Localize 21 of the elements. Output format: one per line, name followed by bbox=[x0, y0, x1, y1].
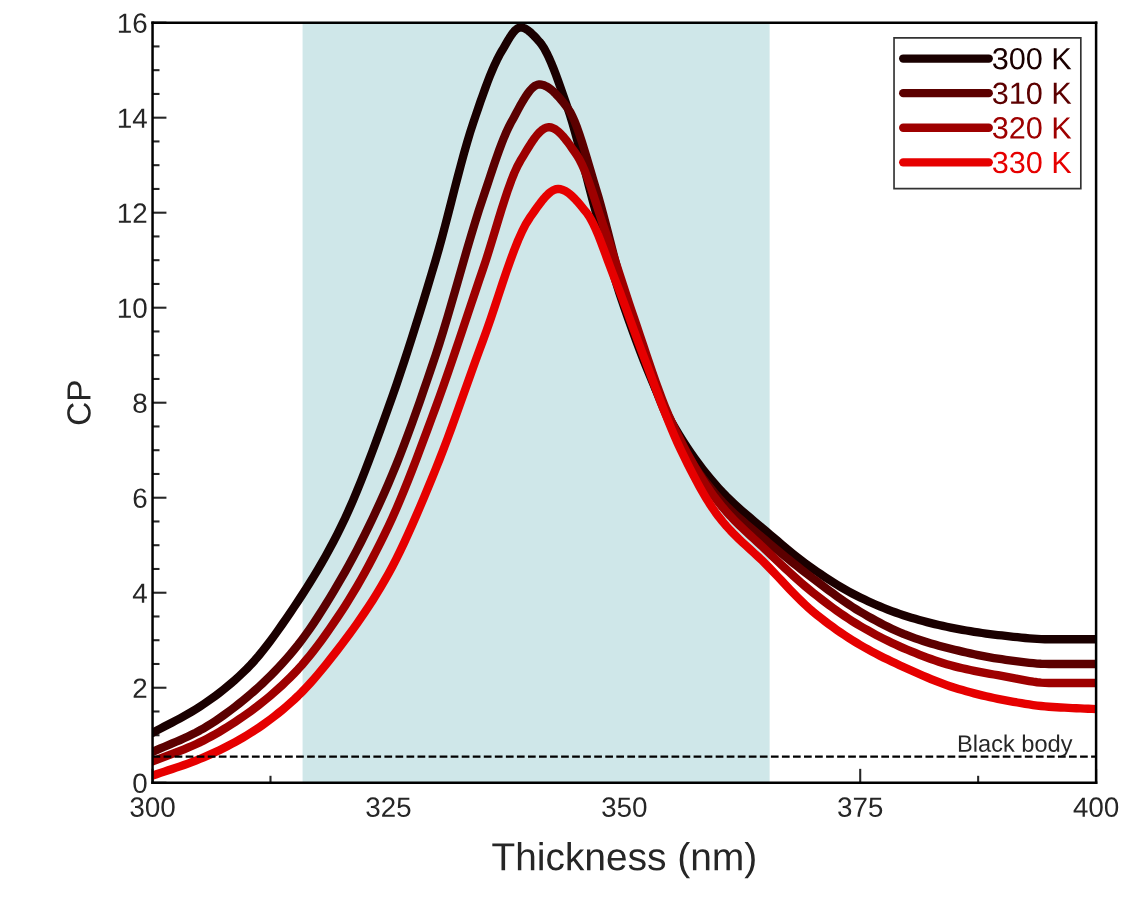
x-tick-label: 375 bbox=[838, 797, 883, 818]
y-tick-label: 2 bbox=[133, 678, 147, 698]
ref-line-label: Black body bbox=[958, 734, 1073, 757]
x-tick-label: 300 bbox=[130, 797, 175, 818]
x-tick-label: 400 bbox=[1073, 797, 1119, 818]
x-axis-title: Thickness (nm) bbox=[492, 841, 755, 879]
y-tick-label: 12 bbox=[118, 203, 147, 223]
y-tick-label: 16 bbox=[118, 13, 147, 34]
legend-label: 330 K bbox=[992, 151, 1072, 174]
y-tick-label: 0 bbox=[133, 773, 147, 794]
y-tick-label: 4 bbox=[132, 583, 147, 603]
y-axis-title: CP bbox=[67, 381, 91, 425]
x-tick-label: 325 bbox=[366, 797, 411, 818]
y-tick-label: 10 bbox=[118, 298, 147, 319]
legend-label: 310 K bbox=[992, 82, 1072, 105]
legend-label: 320 K bbox=[992, 117, 1072, 139]
y-tick-label: 8 bbox=[133, 393, 147, 414]
y-tick-label: 6 bbox=[133, 488, 147, 509]
x-tick-label: 350 bbox=[602, 797, 647, 818]
y-tick-label: 14 bbox=[118, 108, 147, 128]
legend-label: 300 K bbox=[992, 47, 1072, 70]
